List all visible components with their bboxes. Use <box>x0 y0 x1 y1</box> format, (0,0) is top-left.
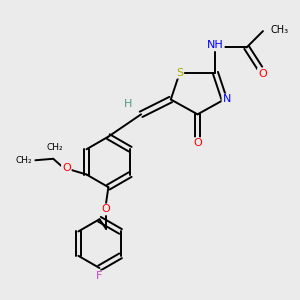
Text: CH₂: CH₂ <box>15 156 32 165</box>
Text: O: O <box>62 163 71 173</box>
Text: O: O <box>193 138 202 148</box>
Text: O: O <box>258 69 267 79</box>
Text: H: H <box>124 99 132 109</box>
Text: NH: NH <box>207 40 224 50</box>
Text: N: N <box>223 94 231 104</box>
Text: F: F <box>96 271 103 281</box>
Text: O: O <box>102 204 110 214</box>
Text: CH₂: CH₂ <box>46 143 63 152</box>
Text: CH₃: CH₃ <box>270 25 289 34</box>
Text: S: S <box>176 68 183 78</box>
